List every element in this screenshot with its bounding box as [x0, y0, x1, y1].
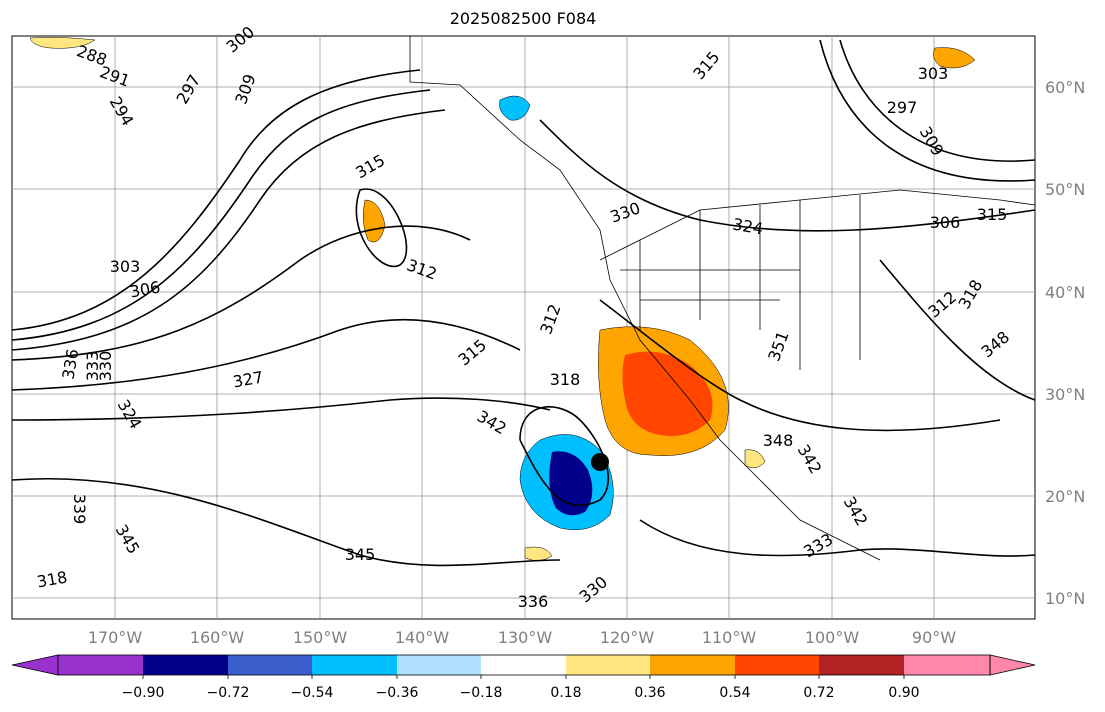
- colorbar-tick-label: 0.54: [719, 685, 750, 701]
- contour-label: 333: [83, 351, 102, 382]
- colorbar-extend-high: [989, 654, 1036, 676]
- contour-line: [11, 318, 521, 391]
- contour-line: [11, 89, 431, 341]
- contour-line: [879, 259, 1036, 401]
- contour-line: [11, 109, 446, 351]
- colorbar-tick-label: −0.90: [122, 685, 165, 701]
- chart-title: 2025082500 F084: [449, 9, 597, 28]
- colorbar-tick-label: −0.54: [291, 685, 334, 701]
- negative-anomaly-alaska: [499, 95, 531, 121]
- positive-anomaly-patch: [744, 449, 766, 469]
- colorbar: −0.90 −0.72 −0.54 −0.36 −0.18 0.18 0.36 0.54 0.7…: [11, 654, 1036, 701]
- state-borders: [620, 195, 861, 370]
- contour-label: 303: [110, 257, 141, 276]
- colorbar-tick-label: −0.18: [460, 685, 503, 701]
- colorbar-segment: [566, 655, 650, 675]
- graticule: [12, 36, 1035, 619]
- lon-tick-label: 100°W: [805, 628, 860, 647]
- contour-lines: [11, 39, 1036, 567]
- contour-label: 330: [96, 351, 115, 382]
- colorbar-segment: [143, 655, 228, 675]
- lon-tick-label: 150°W: [293, 628, 348, 647]
- colorbar-segment: [904, 655, 990, 675]
- contour-label: 306: [930, 213, 961, 232]
- lat-tick-label: 50°N: [1045, 180, 1085, 199]
- coastlines: [409, 36, 1036, 561]
- lat-tick-label: 10°N: [1045, 589, 1085, 608]
- positive-anomaly-patch: [29, 37, 96, 49]
- contour-line: [11, 477, 561, 567]
- contour-label: 318: [550, 370, 581, 389]
- lon-tick-label: 130°W: [498, 628, 553, 647]
- colorbar-segment: [312, 655, 397, 675]
- lat-tick-label: 30°N: [1045, 385, 1085, 404]
- colorbar-segment: [481, 655, 566, 675]
- colorbar-segment: [650, 655, 735, 675]
- contour-label: 348: [763, 431, 794, 450]
- lat-tick-label: 60°N: [1045, 78, 1085, 97]
- shaded-field: [29, 37, 976, 561]
- contour-line: [819, 39, 1036, 182]
- contour-label: 315: [977, 205, 1008, 224]
- strong-positive-anomaly-region: [622, 351, 713, 436]
- lon-tick-label: 160°W: [190, 628, 245, 647]
- contour-line: [839, 39, 1036, 162]
- contour-line: [539, 119, 1036, 232]
- positive-anomaly-patch: [933, 47, 976, 69]
- contour-line: [11, 397, 551, 421]
- contour-line: [11, 225, 471, 361]
- lat-tick-label: 40°N: [1045, 283, 1085, 302]
- colorbar-segment: [735, 655, 819, 675]
- positive-anomaly-patch: [362, 199, 386, 243]
- colorbar-extend-low: [11, 654, 59, 676]
- lon-tick-label: 90°W: [912, 628, 956, 647]
- colorbar-tick-label: 0.72: [803, 685, 834, 701]
- contour-line: [355, 188, 408, 268]
- colorbar-tick-label: 0.36: [634, 685, 665, 701]
- positive-anomaly-patch: [524, 546, 553, 561]
- map-panel: [11, 35, 1036, 620]
- colorbar-segment: [819, 655, 904, 675]
- contour-label: 336: [518, 592, 549, 611]
- lon-tick-label: 120°W: [600, 628, 655, 647]
- contour-label: 339: [70, 494, 89, 525]
- lon-tick-label: 170°W: [88, 628, 143, 647]
- storm-center-marker: [591, 453, 609, 471]
- latitude-axis: 60°N 50°N 40°N 30°N 20°N 10°N: [1045, 78, 1085, 608]
- lon-tick-label: 140°W: [395, 628, 450, 647]
- colorbar-segment: [228, 655, 312, 675]
- colorbar-tick-label: 0.90: [888, 685, 919, 701]
- longitude-axis: 170°W 160°W 150°W 140°W 130°W 120°W 110°W 100°W…: [88, 628, 956, 647]
- contour-line: [599, 299, 1001, 432]
- lon-tick-label: 110°W: [702, 628, 757, 647]
- contour-line: [11, 69, 421, 331]
- coastline: [409, 36, 881, 561]
- contour-label: 303: [918, 64, 949, 83]
- colorbar-tick-label: 0.18: [550, 685, 581, 701]
- colorbar-segment: [397, 655, 481, 675]
- colorbar-tick-label: −0.72: [207, 685, 250, 701]
- colorbar-tick-label: −0.36: [376, 685, 419, 701]
- contour-label: 297: [887, 98, 918, 117]
- colorbar-frame: [57, 654, 991, 676]
- lat-tick-label: 20°N: [1045, 487, 1085, 506]
- contour-label: 345: [345, 545, 376, 564]
- colorbar-segment: [58, 655, 143, 675]
